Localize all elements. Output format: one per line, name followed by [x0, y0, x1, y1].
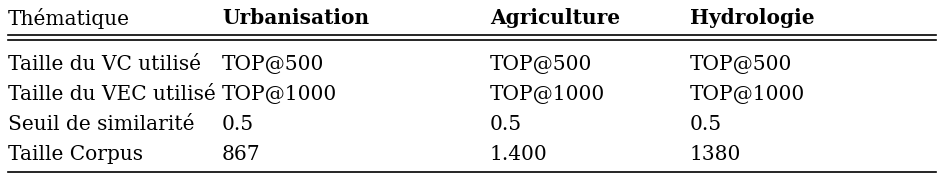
Text: 0.5: 0.5 — [222, 115, 254, 134]
Text: 867: 867 — [222, 145, 261, 164]
Text: Hydrologie: Hydrologie — [690, 8, 815, 28]
Text: TOP@500: TOP@500 — [222, 55, 325, 74]
Text: Taille Corpus: Taille Corpus — [8, 145, 143, 164]
Text: Seuil de similarité: Seuil de similarité — [8, 115, 194, 134]
Text: TOP@1000: TOP@1000 — [490, 85, 605, 104]
Text: Taille du VEC utilisé: Taille du VEC utilisé — [8, 85, 216, 104]
Text: 0.5: 0.5 — [490, 115, 522, 134]
Text: Taille du VC utilisé: Taille du VC utilisé — [8, 55, 201, 74]
Text: 1380: 1380 — [690, 145, 741, 164]
Text: Agriculture: Agriculture — [490, 8, 620, 28]
Text: 1.400: 1.400 — [490, 145, 548, 164]
Text: TOP@1000: TOP@1000 — [222, 85, 337, 104]
Text: TOP@500: TOP@500 — [690, 55, 792, 74]
Text: Thématique: Thématique — [8, 8, 130, 29]
Text: 0.5: 0.5 — [690, 115, 722, 134]
Text: Urbanisation: Urbanisation — [222, 8, 369, 28]
Text: TOP@1000: TOP@1000 — [690, 85, 805, 104]
Text: TOP@500: TOP@500 — [490, 55, 593, 74]
